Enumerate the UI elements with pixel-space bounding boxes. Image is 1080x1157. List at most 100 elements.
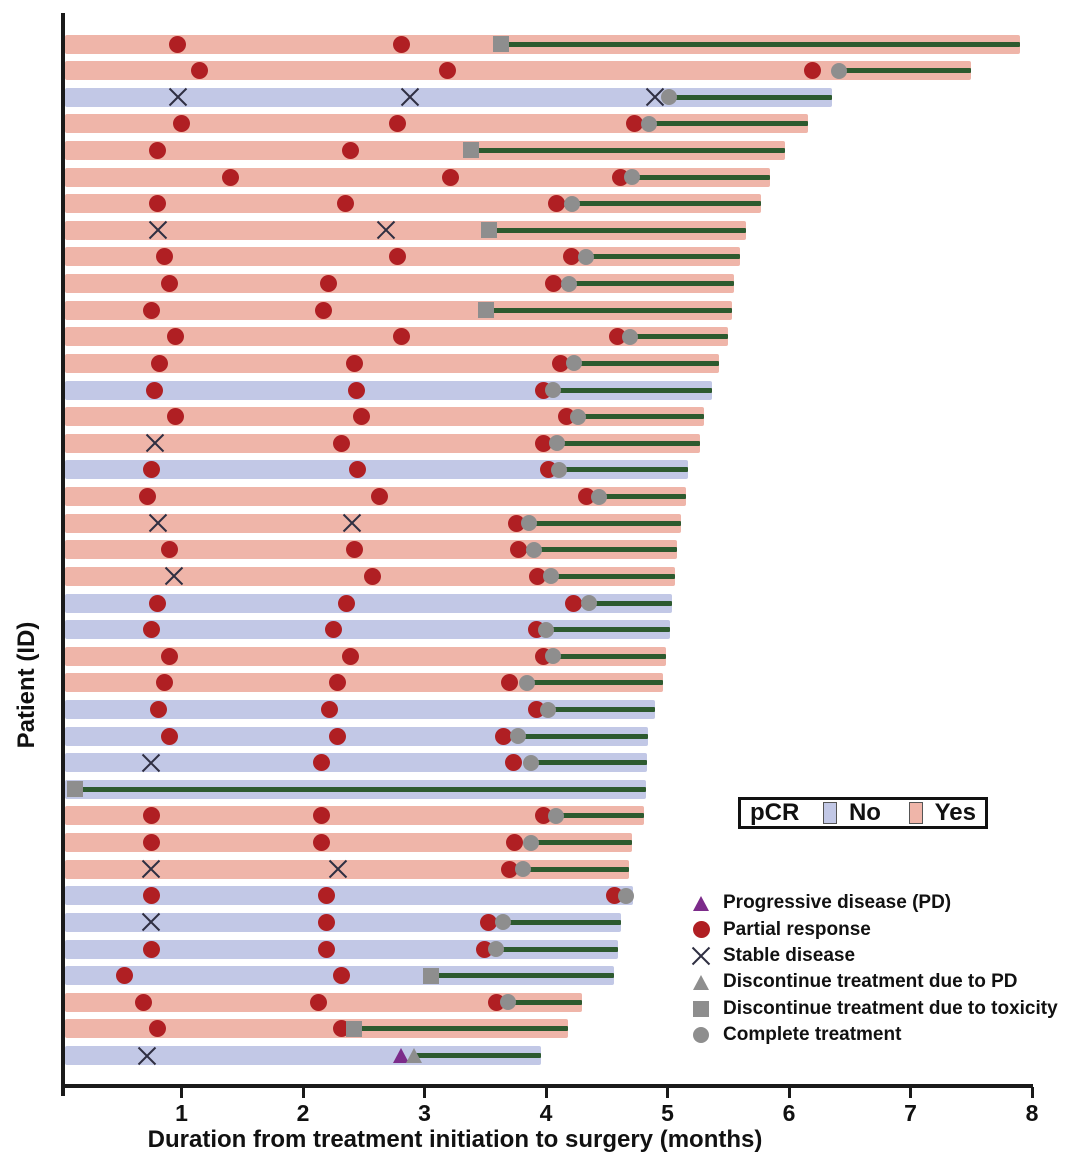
stable-disease-icon [688, 945, 714, 967]
discontinue-toxicity-marker [493, 36, 510, 52]
x-tick-label: 5 [661, 1100, 674, 1126]
partial-response-marker [341, 647, 359, 665]
discontinue-pd-marker [693, 974, 709, 990]
partial-response-marker [439, 62, 457, 80]
discontinue-toxicity-marker [480, 222, 497, 239]
treatment-line [548, 707, 656, 712]
treatment-line [522, 866, 629, 872]
treatment-line [526, 680, 663, 686]
partial-response-marker [166, 408, 184, 426]
treatment-line [577, 414, 704, 420]
x-tick-label: 6 [782, 1100, 796, 1126]
stable-disease-marker [691, 946, 711, 966]
partial-response-marker [160, 275, 178, 293]
legend-item-partial-response: Partial response [688, 916, 1058, 942]
treatment-line [533, 547, 678, 553]
legend-item-label: Partial response [723, 918, 871, 940]
discontinue-toxicity-marker [462, 142, 479, 159]
stable-disease-marker [342, 513, 362, 533]
partial-response-marker [142, 834, 160, 852]
complete-treatment-marker [545, 382, 562, 399]
partial-response-marker [321, 701, 339, 718]
partial-response-marker [501, 860, 519, 878]
stable-disease-marker [141, 912, 161, 932]
treatment-line [586, 254, 741, 260]
partial-response-marker [173, 115, 190, 133]
x-tick-label: 3 [418, 1100, 431, 1126]
complete-treatment-marker [578, 248, 595, 265]
treatment-line [668, 94, 832, 100]
partial-response-marker [803, 62, 821, 80]
treatment-line [571, 201, 762, 207]
complete-treatment-marker [547, 807, 564, 824]
partial-response-marker [345, 354, 363, 372]
patient-bar-pcr-yes [65, 859, 629, 879]
partial-response-marker [535, 434, 553, 452]
partial-response-marker [548, 195, 566, 213]
treatment-line [496, 946, 618, 952]
partial-response-marker [480, 913, 498, 931]
treatment-line [559, 467, 689, 473]
partial-response-marker [563, 248, 580, 266]
pcr-legend-title: pCR [750, 799, 800, 826]
legend-item-complete-treatment: Complete treatment [688, 1022, 1058, 1048]
treatment-line [649, 121, 809, 127]
patient-bar-pcr-yes [65, 407, 704, 427]
complete-treatment-marker [565, 355, 582, 372]
partial-response-marker [528, 567, 546, 585]
patient-bar-pcr-no [65, 593, 673, 613]
partial-response-marker [363, 567, 381, 585]
partial-response-marker [151, 354, 169, 372]
x-tick [909, 1087, 912, 1098]
complete-treatment-marker [538, 621, 554, 638]
partial-response-marker [146, 381, 164, 399]
partial-response-marker [221, 168, 239, 186]
x-tick [666, 1087, 669, 1098]
complete-treatment-marker [495, 914, 512, 931]
patient-bar-pcr-yes [65, 114, 809, 134]
marker-legend: Progressive disease (PD) Partial response… [688, 890, 1058, 1048]
treatment-line [588, 600, 673, 606]
patient-bar-pcr-yes [65, 61, 972, 81]
legend-item-discontinue-pd: Discontinue treatment due to PD [688, 969, 1058, 995]
x-axis-title: Duration from treatment initiation to su… [147, 1126, 763, 1153]
partial-response-marker [317, 940, 335, 958]
complete-treatment-marker [624, 169, 641, 186]
complete-treatment-marker [520, 515, 537, 532]
treatment-line [546, 627, 670, 633]
complete-treatment-marker [618, 887, 635, 904]
discontinue-toxicity-marker [422, 967, 439, 984]
partial-response-marker [333, 967, 351, 985]
partial-response-marker [501, 674, 519, 692]
x-axis-line [61, 1084, 1033, 1088]
legend-item-progressive-disease: Progressive disease (PD) [688, 890, 1058, 916]
partial-response-marker [149, 701, 167, 718]
treatment-line [430, 973, 615, 979]
pcr-yes-label: Yes [934, 799, 976, 826]
treatment-line [629, 334, 729, 340]
treatment-line [413, 1053, 542, 1059]
treatment-line [599, 494, 686, 500]
stable-disease-marker [164, 566, 184, 586]
treatment-line [531, 840, 633, 846]
partial-response-marker [142, 461, 160, 479]
stable-disease-marker [141, 753, 161, 773]
partial-response-marker [333, 434, 351, 452]
treatment-line [555, 813, 645, 819]
y-axis-line [61, 13, 65, 1096]
treatment-line [518, 733, 649, 739]
x-tick-label: 1 [175, 1100, 188, 1126]
partial-response-marker [577, 488, 595, 506]
stable-disease-marker [148, 513, 168, 533]
complete-treatment-marker [660, 89, 677, 106]
patient-bar-pcr-yes [65, 646, 667, 666]
partial-response-marker [310, 993, 328, 1011]
stable-disease-marker [376, 220, 396, 240]
partial-response-marker [565, 594, 583, 612]
stable-disease-marker [137, 1046, 157, 1066]
patient-bar-pcr-yes [65, 167, 770, 187]
treatment-line [486, 307, 732, 313]
partial-response-marker [349, 461, 367, 479]
complete-treatment-marker [542, 568, 559, 585]
